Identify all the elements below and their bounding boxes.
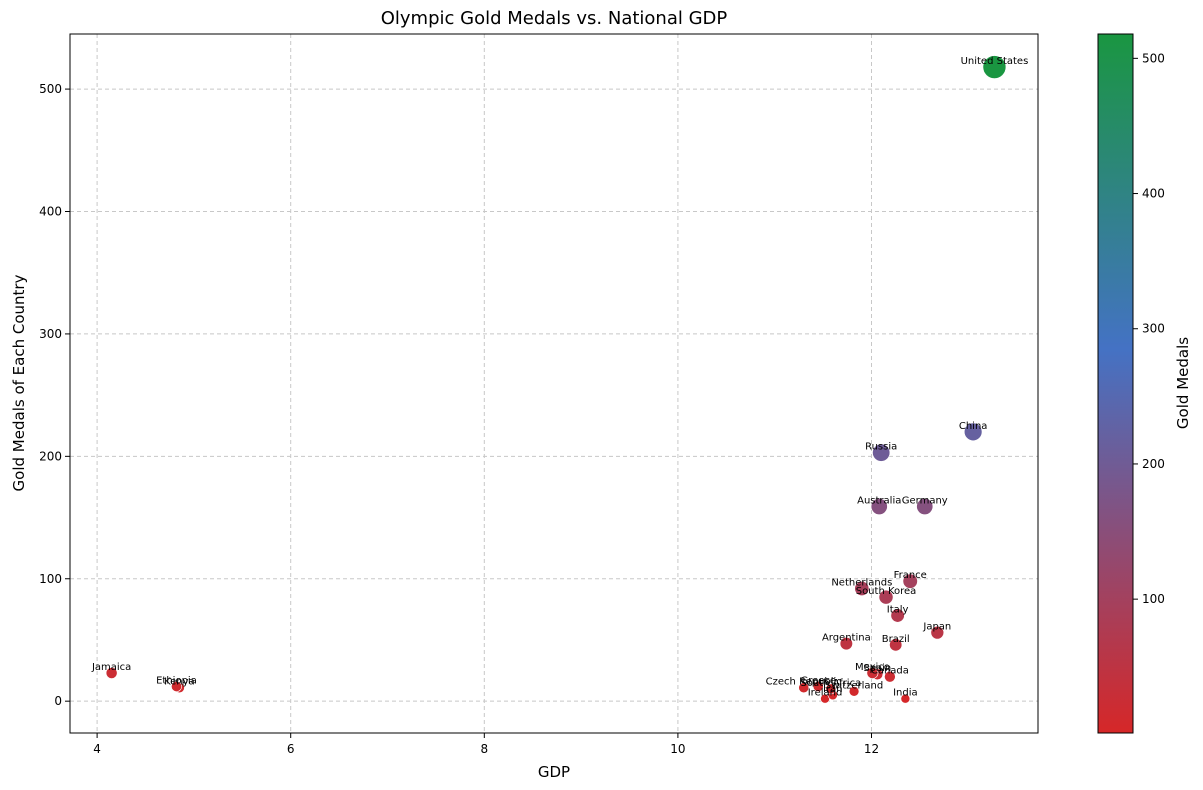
grid-lines (70, 34, 1038, 733)
data-points (105, 55, 1007, 704)
y-axis-label: Gold Medals of Each Country (10, 274, 28, 491)
data-point-label: Kenya (164, 677, 195, 688)
colorbar-label: Gold Medals (1174, 337, 1192, 429)
x-axis-label: GDP (538, 763, 570, 781)
data-point (963, 422, 983, 442)
data-point-label: Ethiopia (156, 675, 197, 686)
data-point-label: Australia (857, 496, 901, 507)
data-point-label: South Africa (800, 678, 861, 689)
data-point-label: Japan (922, 622, 951, 633)
data-point (854, 581, 870, 597)
data-point (982, 55, 1007, 79)
y-tick-label: 400 (39, 205, 62, 219)
data-point (825, 683, 837, 695)
colorbar-tick-label: 100 (1142, 592, 1165, 606)
data-point-label: Jamaica (91, 662, 131, 673)
data-point (900, 693, 911, 704)
x-tick-label: 6 (287, 742, 295, 756)
data-point-label: China (959, 421, 988, 432)
data-point (890, 608, 905, 623)
colorbar-tick-label: 400 (1142, 187, 1165, 201)
data-point-label: Mexico (855, 662, 890, 673)
data-point-label: Netherlands (831, 578, 892, 589)
x-tick-label: 4 (93, 742, 101, 756)
point-labels: United States China Russia Australia Germany… (91, 56, 1028, 699)
data-point (878, 589, 894, 605)
colorbar (1097, 33, 1134, 734)
data-point-label: Germany (902, 496, 948, 507)
y-tick-label: 300 (39, 327, 62, 341)
x-axis-ticks: 4 6 8 10 12 (93, 733, 879, 756)
colorbar-ticks: 100 200 300 400 500 (1133, 51, 1165, 606)
y-tick-label: 500 (39, 82, 62, 96)
y-tick-label: 200 (39, 449, 62, 463)
chart-title: Olympic Gold Medals vs. National GDP (381, 8, 728, 29)
x-tick-label: 8 (480, 742, 488, 756)
data-point-label: United States (961, 56, 1029, 67)
y-tick-label: 100 (39, 572, 62, 586)
data-point (870, 498, 888, 515)
data-point-label: Argentina (822, 633, 871, 644)
data-point (916, 498, 934, 515)
data-point (930, 625, 945, 640)
data-point-label: Italy (887, 604, 909, 615)
data-point (798, 682, 810, 694)
data-point-label: Brazil (882, 634, 910, 645)
y-tick-label: 0 (54, 694, 62, 708)
data-point (872, 443, 891, 462)
data-point (889, 638, 903, 652)
data-point-label: France (894, 570, 927, 581)
data-point-label: Ireland (808, 688, 843, 699)
plot-frame (69, 33, 1039, 734)
colorbar-tick-label: 300 (1142, 322, 1165, 336)
data-point (812, 681, 824, 692)
data-point (848, 686, 860, 697)
data-point-label: Czech Republic (766, 677, 842, 688)
data-point-label: South Korea (856, 586, 917, 597)
data-point-label: Canada (871, 666, 909, 677)
data-point-label: Russia (865, 442, 897, 453)
data-point (171, 681, 182, 692)
data-point (902, 573, 918, 589)
y-axis-ticks: 0 100 200 300 400 500 (39, 82, 70, 708)
colorbar-tick-label: 500 (1142, 51, 1165, 65)
data-point-label: Spain (863, 663, 891, 674)
data-point (884, 670, 896, 683)
data-point-label: India (893, 688, 918, 699)
colorbar-tick-label: 200 (1142, 457, 1165, 471)
data-point-label: Greece (800, 675, 836, 686)
data-point (105, 667, 118, 679)
data-point-label: Iran (823, 684, 843, 695)
data-point (839, 637, 853, 651)
data-point-label: Switzerland (825, 680, 883, 691)
x-tick-label: 12 (864, 742, 879, 756)
x-tick-label: 10 (670, 742, 685, 756)
data-point (866, 667, 879, 679)
